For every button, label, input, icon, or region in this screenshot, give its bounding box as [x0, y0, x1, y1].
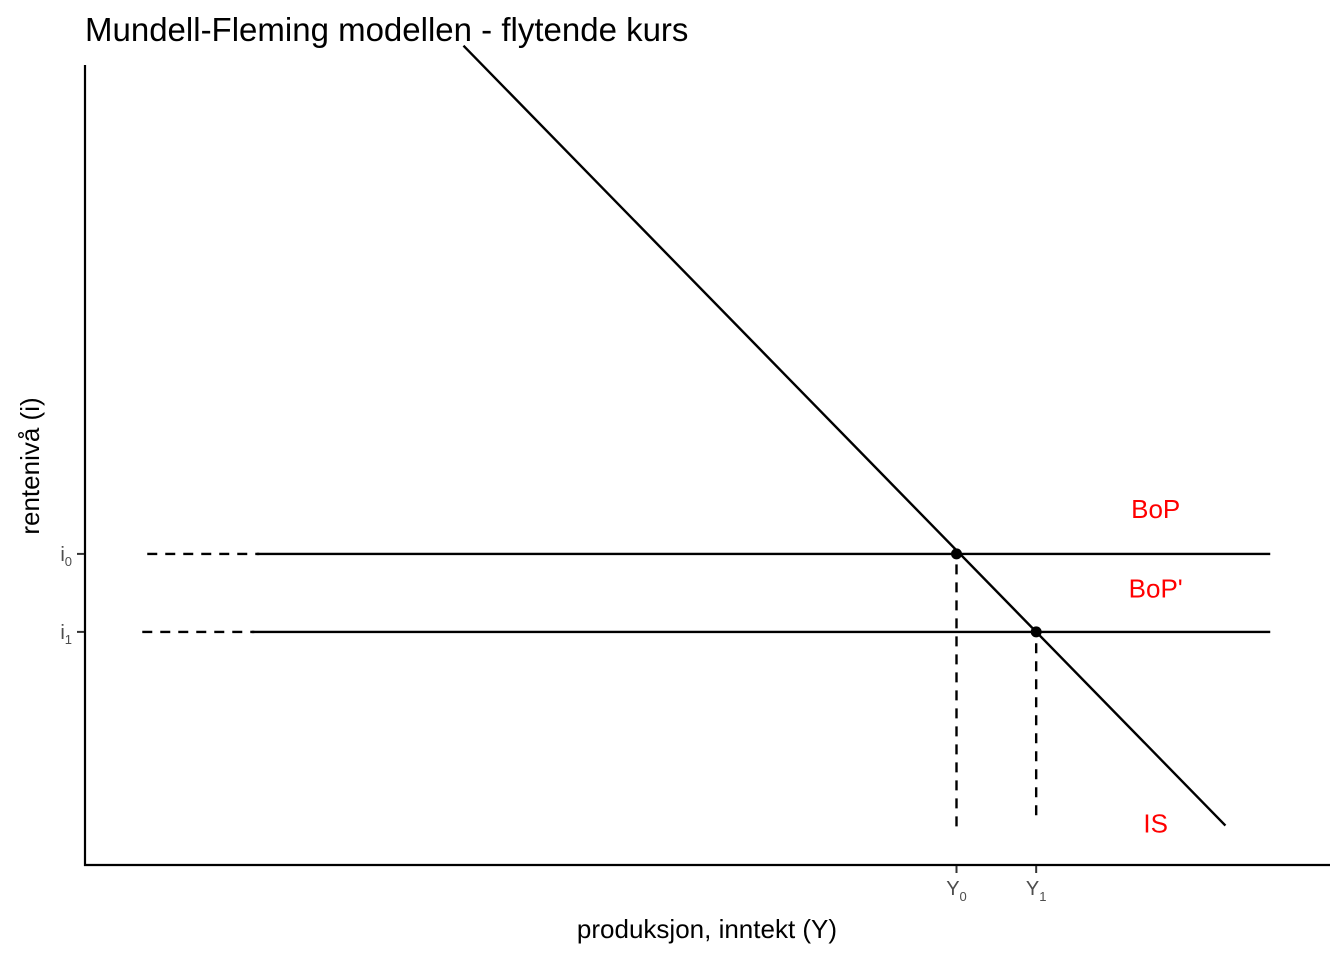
x-tick-layer: Y0 Y1	[946, 866, 1046, 904]
y-tick-layer: i0 i1	[60, 544, 84, 647]
series-layer	[251, 44, 1271, 827]
y-tick-label-1: i1	[60, 622, 72, 647]
x-tick-label-0: Y0	[946, 878, 967, 904]
annotation-layer: BoP BoP' IS	[1129, 494, 1183, 839]
chart-title: Mundell-Fleming modellen - flytende kurs	[85, 11, 688, 48]
x-axis-label: produksjon, inntekt (Y)	[577, 914, 837, 944]
equilibrium-point-0	[951, 548, 962, 560]
series-line-is	[462, 44, 1227, 827]
curve-label-bop: BoP'	[1129, 574, 1183, 604]
point-layer	[951, 548, 1042, 638]
y-axis-label: rentenivå (i)	[15, 397, 45, 534]
equilibrium-point-1	[1030, 626, 1042, 638]
curve-label-bop: BoP	[1131, 494, 1180, 524]
guide-layer	[142, 552, 1038, 827]
curve-label-is: IS	[1143, 808, 1168, 838]
y-tick-label-0: i0	[60, 544, 72, 569]
x-tick-label-1: Y1	[1026, 878, 1047, 904]
